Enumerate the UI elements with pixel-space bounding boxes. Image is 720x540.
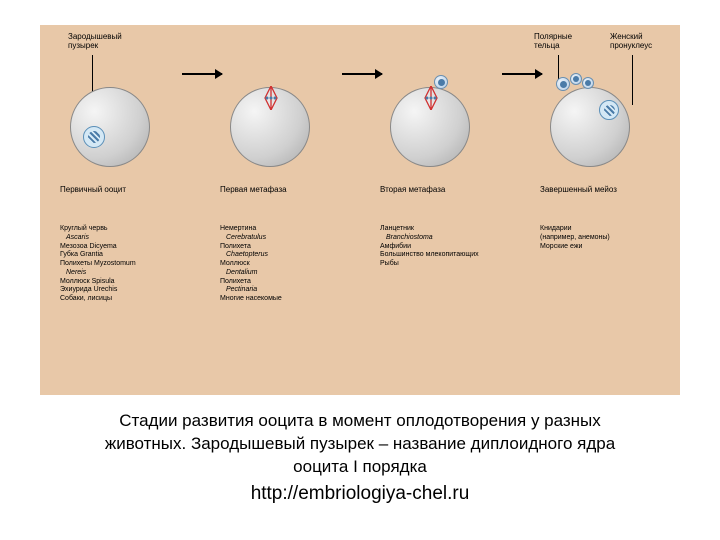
species-line: Большинство млекопитающих [380,251,479,260]
species-line: Морские ежи [540,243,610,252]
label-female-pronucleus: Женскийпронуклеус [610,33,652,51]
species-line: Амфибии [380,243,479,252]
species-line: Полихеты Myzostomum [60,260,136,269]
species-col-metaphase-1: НемертинаCerebratulusПолихетаChaetopteru… [220,225,282,304]
species-line: Рыбы [380,260,479,269]
polar-body-icon [434,75,448,89]
species-col-primary-oocyte: Круглый червьAscarisМезозоа DicyemaГубка… [60,225,136,304]
oocyte-body [390,87,470,167]
spindle-icon [423,86,439,110]
species-line: Полихета [220,243,282,252]
stage-label-primary-oocyte: Первичный ооцит [60,185,126,194]
species-line: Pectinaria [220,286,282,295]
arrow-icon [502,73,542,75]
pointer-line-polar [558,55,559,79]
female-pronucleus-icon [599,100,619,120]
species-line: Полихета [220,278,282,287]
species-line: Ланцетник [380,225,479,234]
species-line: Branchiostoma [380,234,479,243]
species-line: Круглый червь [60,225,136,234]
species-line: Книдарии [540,225,610,234]
spindle-icon [263,86,279,110]
stage-label-metaphase-2: Вторая метафаза [380,185,445,194]
species-line: Nereis [60,269,136,278]
stage-label-metaphase-1: Первая метафаза [220,185,287,194]
cell-metaphase-2 [380,77,480,177]
oocyte-body [230,87,310,167]
oocyte-body [550,87,630,167]
chromatin-icon [88,131,100,143]
species-line: Моллюск Spisula [60,278,136,287]
arrow-icon [182,73,222,75]
species-line: Chaetopterus [220,251,282,260]
species-line: Многие насекомые [220,295,282,304]
polar-body-icon [570,73,582,85]
caption-block: Стадии развития ооцита в момент оплодотв… [40,410,680,506]
species-col-metaphase-2: ЛанцетникBranchiostomaАмфибииБольшинство… [380,225,479,269]
top-labels: Зародышевыйпузырек Полярныетельца Женски… [40,33,680,73]
species-col-meiosis-complete: Книдарии(например, анемоны)Морские ежи [540,225,610,251]
species-line: Губка Grantia [60,251,136,260]
polar-body-icon [582,77,594,89]
diagram-panel: Зародышевыйпузырек Полярныетельца Женски… [40,25,680,395]
cells-row [40,77,680,177]
species-line: Dentalium [220,269,282,278]
source-url: http://embriologiya-chel.ru [40,481,680,507]
caption-line-2: животных. Зародышевый пузырек – название… [40,433,680,456]
oocyte-body [70,87,150,167]
cell-metaphase-1 [220,77,320,177]
label-germinal-vesicle: Зародышевыйпузырек [68,33,122,51]
species-line: Cerebratulus [220,234,282,243]
caption-line-3: ооцита I порядка [40,456,680,479]
polar-body-icon [556,77,570,91]
species-line: Мезозоа Dicyema [60,243,136,252]
cell-primary-oocyte [60,77,160,177]
arrow-icon [342,73,382,75]
species-line: Немертина [220,225,282,234]
germinal-vesicle-icon [83,126,105,148]
species-line: Ascaris [60,234,136,243]
stage-label-meiosis-complete: Завершенный мейоз [540,185,617,194]
caption-line-1: Стадии развития ооцита в момент оплодотв… [40,410,680,433]
cell-meiosis-complete [540,77,640,177]
species-line: Собаки, лисицы [60,295,136,304]
species-line: (например, анемоны) [540,234,610,243]
label-polar-bodies: Полярныетельца [534,33,572,51]
species-line: Эхиурида Urechis [60,286,136,295]
species-line: Моллюск [220,260,282,269]
